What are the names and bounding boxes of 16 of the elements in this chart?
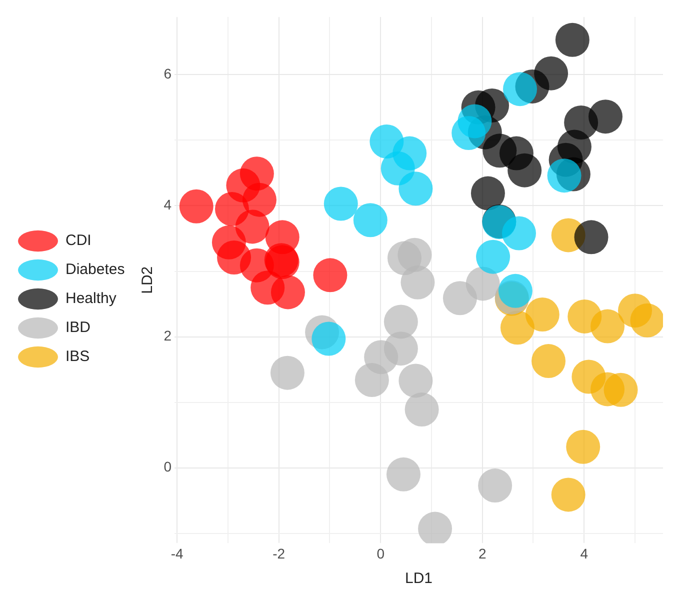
x-tick-label: 2 bbox=[478, 545, 486, 562]
x-axis-title: LD1 bbox=[404, 570, 433, 588]
legend-label: IBD bbox=[66, 319, 91, 336]
x-tick-label: -4 bbox=[170, 545, 184, 562]
legend-label: Healthy bbox=[66, 290, 117, 308]
legend-label: IBS bbox=[66, 348, 90, 366]
y-tick-label: 4 bbox=[164, 196, 172, 213]
x-tick-label: -2 bbox=[272, 545, 286, 562]
y-tick-label: 6 bbox=[164, 66, 172, 82]
y-tick-label: 0 bbox=[164, 458, 172, 475]
x-tick-label: 0 bbox=[376, 545, 385, 562]
x-tick-label: 4 bbox=[580, 545, 588, 562]
y-tick-label: 2 bbox=[164, 328, 172, 344]
y-axis-title: LD2 bbox=[138, 266, 156, 294]
legend-label: CDI bbox=[66, 232, 92, 250]
legend-label: Diabetes bbox=[66, 261, 125, 278]
